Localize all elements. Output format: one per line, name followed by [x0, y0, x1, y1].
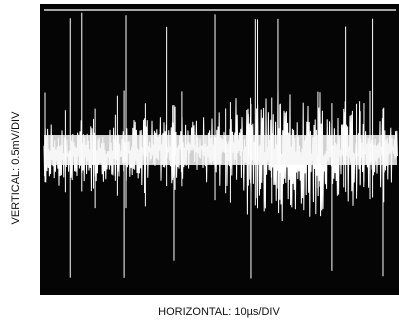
horizontal-scale-label: HORIZONTAL: 10µs/DIV [158, 306, 280, 318]
signal-trace [43, 9, 398, 279]
vertical-scale-label: VERTICAL: 0.5mV/DIV [10, 111, 22, 225]
trace-stroke [44, 135, 397, 165]
